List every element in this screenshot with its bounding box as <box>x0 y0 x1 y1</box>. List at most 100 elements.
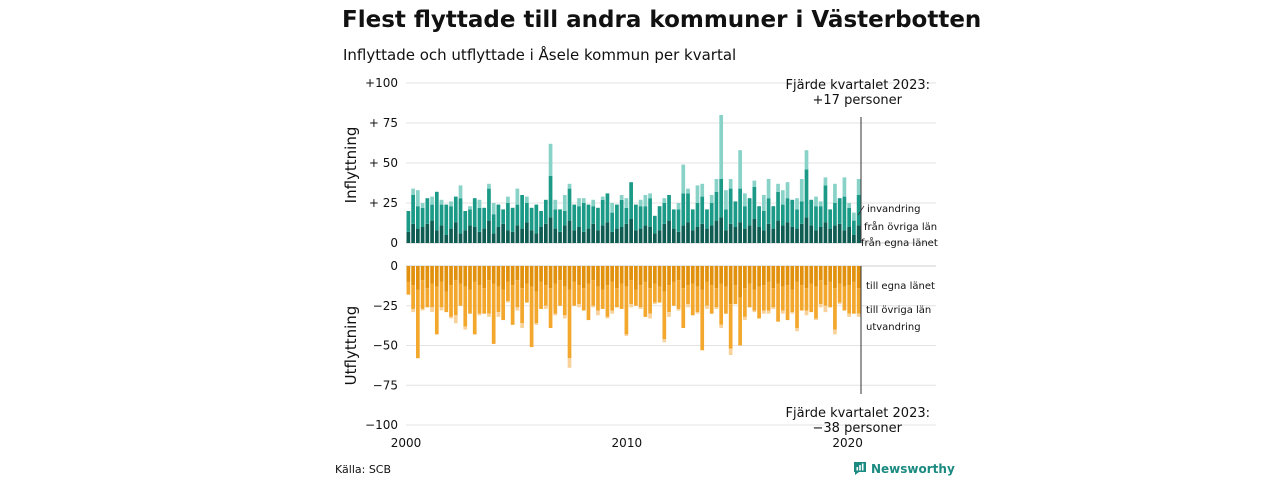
bar-out-egna <box>728 266 733 305</box>
bar-in-ovriga <box>629 182 633 219</box>
bar-out-ovriga <box>525 283 529 303</box>
bar-out-egna <box>453 266 458 281</box>
bar-in-ovriga <box>520 195 524 229</box>
bar-in-invandring <box>780 190 785 205</box>
bar-in-egna <box>439 225 444 243</box>
bar-in-egna <box>809 225 814 243</box>
bar-in-egna <box>624 223 629 243</box>
bar-out-utvandring <box>695 312 700 314</box>
series-label-out-utvandring: utvandring <box>866 322 921 333</box>
bar-in-ovriga <box>596 207 600 231</box>
series-label-in-egna: från egna länet <box>861 236 938 249</box>
bar-out-ovriga <box>515 280 520 308</box>
bar-in-egna <box>430 220 434 243</box>
bar-out-egna <box>719 266 724 284</box>
bar-in-invandring <box>752 180 757 187</box>
bar-in-invandring <box>487 183 491 189</box>
bar-out-egna <box>761 266 766 286</box>
bar-in-invandring <box>799 179 804 202</box>
bar-out-ovriga <box>761 285 766 311</box>
bar-out-egna <box>766 266 771 282</box>
bar-in-ovriga <box>515 204 520 226</box>
bar-in-ovriga <box>624 207 629 224</box>
bar-out-egna <box>406 266 411 282</box>
bar-in-invandring <box>842 177 847 197</box>
bar-out-ovriga <box>425 288 430 308</box>
bar-in-ovriga <box>638 206 643 229</box>
bar-in-invandring <box>411 188 415 195</box>
bar-out-egna <box>434 266 439 287</box>
bar-out-ovriga <box>482 288 487 314</box>
y-tick-label-top: + 50 <box>369 156 398 170</box>
bar-out-utvandring <box>818 304 823 308</box>
bar-out-utvandring <box>477 313 482 316</box>
bar-out-utvandring <box>719 324 724 329</box>
bar-in-egna <box>733 227 738 243</box>
bar-in-ovriga <box>847 207 851 227</box>
bar-in-egna <box>539 227 543 243</box>
bar-out-ovriga <box>804 288 809 311</box>
bar-in-egna <box>416 228 420 243</box>
bar-in-invandring <box>449 201 453 207</box>
bar-in-egna <box>496 227 501 243</box>
bar-in-egna <box>823 222 828 243</box>
chart-title: Flest flyttade till andra kommuner i Väs… <box>342 7 982 33</box>
bar-in-ovriga <box>420 207 425 227</box>
bar-in-ovriga <box>619 199 624 227</box>
bar-in-invandring <box>814 196 818 207</box>
bar-in-ovriga <box>468 209 472 226</box>
bar-out-ovriga <box>572 281 577 306</box>
bar-out-egna <box>548 266 553 289</box>
bar-out-utvandring <box>591 305 596 308</box>
annotation-top-line1: Fjärde kvartalet 2023: <box>786 78 930 93</box>
bar-out-egna <box>652 266 657 284</box>
bar-in-ovriga <box>406 211 411 232</box>
bar-in-egna <box>790 227 795 243</box>
bar-in-ovriga <box>686 193 690 223</box>
bar-in-egna <box>558 231 562 243</box>
bar-out-utvandring <box>520 323 524 329</box>
bar-out-egna <box>686 266 690 286</box>
bar-out-ovriga <box>510 285 515 325</box>
y-tick-label-bottom: −50 <box>373 339 398 353</box>
bar-in-egna <box>652 233 657 243</box>
bar-in-egna <box>795 228 799 243</box>
bar-out-egna <box>482 266 487 289</box>
bar-out-ovriga <box>780 286 785 311</box>
bar-in-egna <box>577 227 581 243</box>
bar-in-egna <box>449 228 453 243</box>
bar-out-ovriga <box>577 285 581 305</box>
bar-in-ovriga <box>705 209 709 229</box>
bar-in-ovriga <box>600 199 605 226</box>
bar-out-egna <box>634 266 638 290</box>
bar-out-egna <box>610 266 615 282</box>
bar-in-egna <box>709 225 714 243</box>
bar-in-egna <box>690 230 695 243</box>
bar-out-egna <box>724 266 728 287</box>
bar-in-ovriga <box>799 201 804 224</box>
bar-out-ovriga <box>795 281 799 329</box>
newsworthy-icon <box>854 462 866 475</box>
bar-out-egna <box>809 266 814 284</box>
bar-out-egna <box>757 266 761 287</box>
bar-in-ovriga <box>780 204 785 226</box>
bar-out-ovriga <box>738 297 742 346</box>
bar-in-ovriga <box>572 204 577 231</box>
bar-out-ovriga <box>676 280 681 309</box>
bar-out-ovriga <box>534 291 539 324</box>
bar-out-egna <box>491 266 496 284</box>
bar-out-egna <box>463 266 468 287</box>
x-tick-label: 2000 <box>391 436 422 450</box>
bar-in-ovriga <box>591 206 596 224</box>
bar-out-egna <box>501 266 506 290</box>
bar-in-invandring <box>761 195 766 211</box>
bar-in-invandring <box>525 196 529 203</box>
bar-in-ovriga <box>714 191 719 221</box>
bar-out-egna <box>605 266 610 286</box>
bar-in-invandring <box>700 183 705 197</box>
bar-out-egna <box>814 266 818 287</box>
bar-out-ovriga <box>581 288 586 311</box>
bar-in-egna <box>501 223 506 243</box>
bar-in-ovriga <box>444 204 449 235</box>
bar-in-egna <box>529 230 534 243</box>
